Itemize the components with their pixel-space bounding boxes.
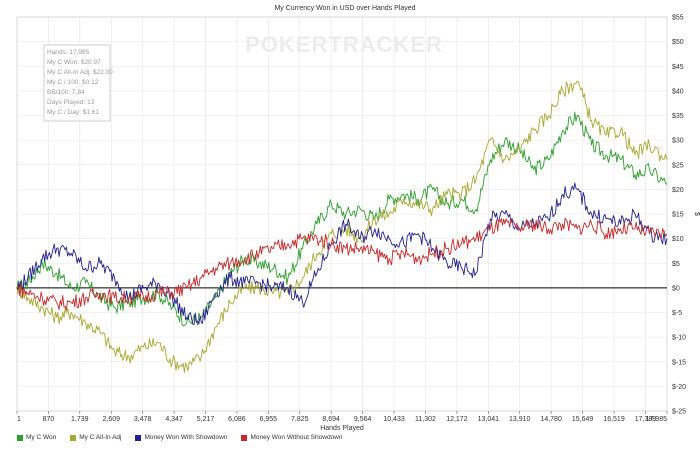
- stat-allin-adj: My C All-In Adj: $22.00: [47, 69, 113, 76]
- legend-label: My C Won: [26, 434, 57, 441]
- y-tick-label: $55: [672, 15, 684, 22]
- x-tick-label: 10,433: [383, 416, 405, 423]
- series-line: [16, 217, 668, 311]
- y-axis-ticks: $55 $50 $45 $40 $35 $30 $25 $20 $15 $10 $5 $0 $-5 $-1…: [672, 15, 686, 416]
- watermark: POKERTRACKER: [245, 32, 443, 57]
- x-tick-label: 1,739: [71, 416, 89, 423]
- series-group: [16, 80, 668, 373]
- x-tick-label: 5,217: [197, 416, 215, 423]
- y-tick-label: $30: [672, 138, 684, 145]
- y-tick-label: $-20: [672, 384, 686, 391]
- x-tick-label: 6,955: [260, 416, 278, 423]
- y-axis-label: $: [693, 212, 700, 216]
- stat-hands: Hands: 17,985: [47, 49, 90, 56]
- y-tick-label: $15: [672, 212, 684, 219]
- legend-item-no-showdown[interactable]: Money Won Without Showdown: [241, 434, 342, 441]
- x-tick-label: 8,694: [322, 416, 340, 423]
- x-tick-label: 17,388: [635, 416, 657, 423]
- x-tick-label: 14,780: [540, 416, 562, 423]
- y-tick-label: $10: [672, 236, 684, 243]
- y-tick-label: $-10: [672, 335, 686, 342]
- y-tick-label: $45: [672, 64, 684, 71]
- stats-box: Hands: 17,985 My C Won: $20.97 My C All-…: [43, 44, 113, 122]
- x-tick-label: 870: [43, 416, 55, 423]
- legend-label: Money Won Without Showdown: [250, 434, 343, 441]
- legend-swatch: [241, 434, 248, 441]
- x-tick-label: 2,609: [102, 416, 120, 423]
- y-tick-label: $0: [672, 285, 680, 292]
- x-tick-label: 13,041: [478, 416, 500, 423]
- y-tick-label: $-25: [672, 409, 686, 416]
- y-tick-label: $-15: [672, 359, 686, 366]
- stat-won: My C Won: $20.97: [47, 59, 101, 66]
- y-tick-label: $25: [672, 162, 684, 169]
- y-tick-label: $50: [672, 39, 684, 46]
- legend-label: Money Won With Showdown: [144, 434, 228, 441]
- y-tick-label: $-5: [672, 310, 682, 317]
- legend-item-showdown[interactable]: Money Won With Showdown: [135, 434, 227, 441]
- y-tick-label: $35: [672, 113, 684, 120]
- x-axis-ticks: 1 870 1,739 2,609 3,478 4,347 5,217 6,086 6,955 7…: [16, 411, 668, 423]
- x-tick-label: 15,649: [572, 416, 594, 423]
- legend-swatch: [135, 434, 142, 441]
- x-tick-label: 17,985: [646, 416, 668, 423]
- x-tick-label: 3,478: [134, 416, 152, 423]
- x-tick-label: 13,910: [509, 416, 531, 423]
- legend-label: My C All-In Adj: [79, 434, 122, 441]
- x-axis-label: Hands Played: [320, 425, 364, 432]
- y-tick-label: $40: [672, 88, 684, 95]
- stat-per-100: My C / 100: $0.12: [47, 79, 99, 86]
- x-tick-label: 7,825: [291, 416, 309, 423]
- stat-days: Days Played: 13: [47, 99, 95, 106]
- stat-bb-100: BB/100: 7.84: [47, 89, 85, 96]
- x-tick-label: 11,302: [415, 416, 436, 423]
- stat-per-day: My C / Day: $1.61: [47, 109, 99, 116]
- gridlines: [16, 16, 668, 412]
- x-tick-label: 16,519: [603, 416, 625, 423]
- legend-item-allin[interactable]: My C All-In Adj: [70, 434, 121, 441]
- x-tick-label: 1: [17, 416, 21, 423]
- x-tick-label: 6,086: [228, 416, 246, 423]
- y-tick-label: $20: [672, 187, 684, 194]
- y-tick-label: $5: [672, 261, 680, 268]
- legend: My C Won My C All-In Adj Money Won With …: [17, 434, 342, 441]
- legend-swatch: [17, 434, 23, 441]
- chart-title: My Currency Won in USD over Hands Played: [274, 5, 415, 12]
- legend-swatch: [70, 434, 77, 441]
- x-tick-label: 12,172: [446, 416, 468, 423]
- legend-item-won[interactable]: My C Won: [17, 434, 56, 441]
- series-line: [16, 182, 668, 325]
- x-tick-label: 9,564: [354, 416, 372, 423]
- x-tick-label: 4,347: [165, 416, 183, 423]
